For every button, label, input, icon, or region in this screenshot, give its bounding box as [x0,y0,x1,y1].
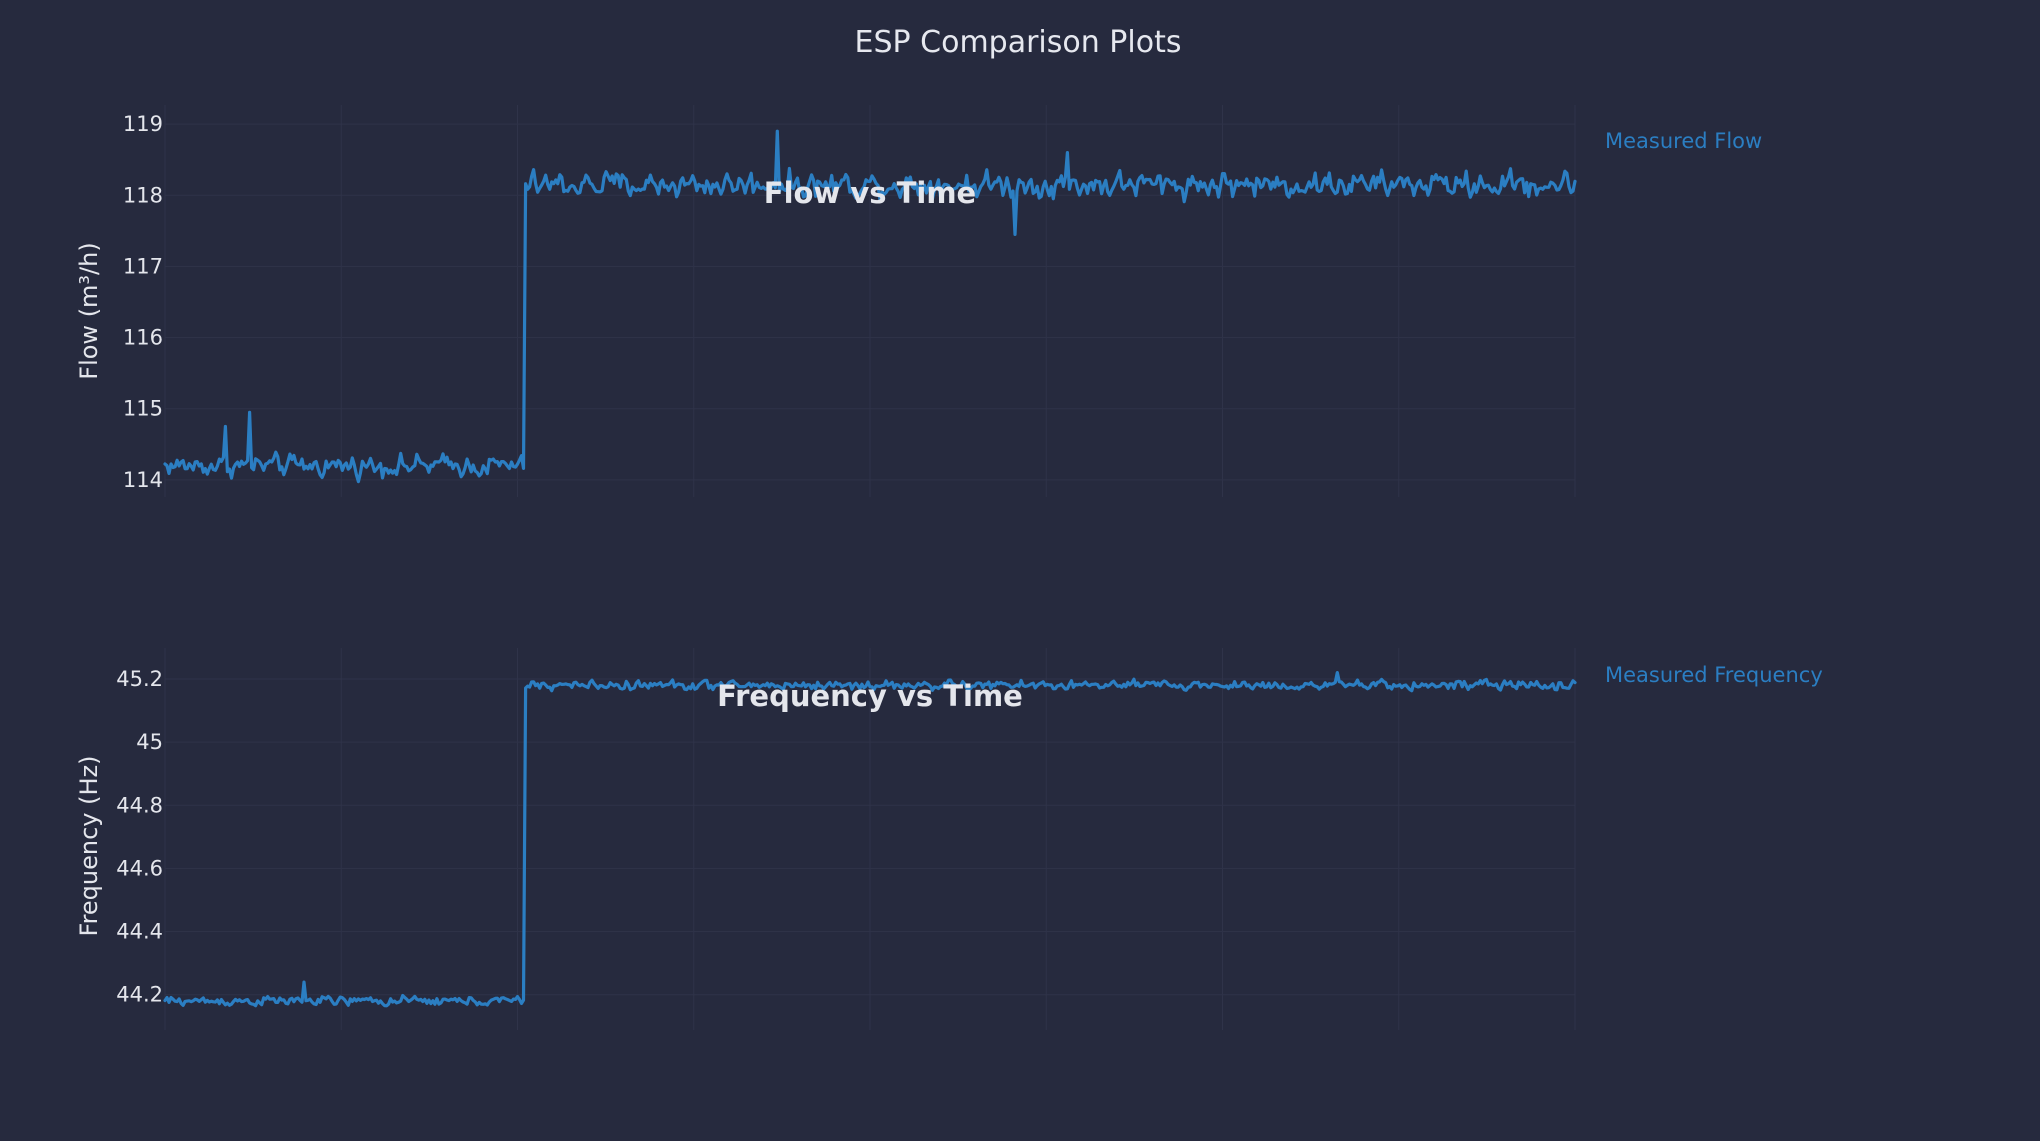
figure-title: ESP Comparison Plots [855,25,1182,60]
y-tick-label: 119 [123,112,163,136]
frequency-grid [164,648,1576,1030]
y-tick-label: 44.6 [116,856,163,880]
y-tick-label: 117 [123,254,163,278]
flow-grid [164,105,1576,497]
measured-frequency-line[interactable] [163,671,1577,1008]
flow-panel: 114 115 116 117 118 119 Flow vs Time Flow (m³… [75,105,1762,497]
flow-y-axis-title: Flow (m³/h) [75,242,103,379]
y-tick-label: 45.2 [116,667,163,691]
y-tick-label: 44.2 [116,983,163,1007]
frequency-subplot-title: Frequency vs Time [717,679,1023,713]
flow-y-ticks: 114 115 116 117 118 119 [123,112,163,492]
y-tick-label: 44.4 [116,920,163,944]
y-tick-label: 45 [136,730,163,754]
frequency-y-ticks: 44.2 44.4 44.6 44.8 45 45.2 [116,667,163,1007]
measured-flow-line[interactable] [163,129,1577,484]
flow-subplot-title: Flow vs Time [764,176,976,210]
y-tick-label: 115 [123,397,163,421]
frequency-y-axis-title: Frequency (Hz) [75,756,103,937]
legend-item-measured-frequency[interactable]: Measured Frequency [1605,663,1823,687]
legend-item-measured-flow[interactable]: Measured Flow [1605,129,1762,153]
y-tick-label: 114 [123,468,163,492]
y-tick-label: 44.8 [116,793,163,817]
y-tick-label: 116 [123,326,163,350]
y-tick-label: 118 [123,183,163,207]
frequency-panel: 44.2 44.4 44.6 44.8 45 45.2 Frequency vs Time… [75,648,1823,1030]
